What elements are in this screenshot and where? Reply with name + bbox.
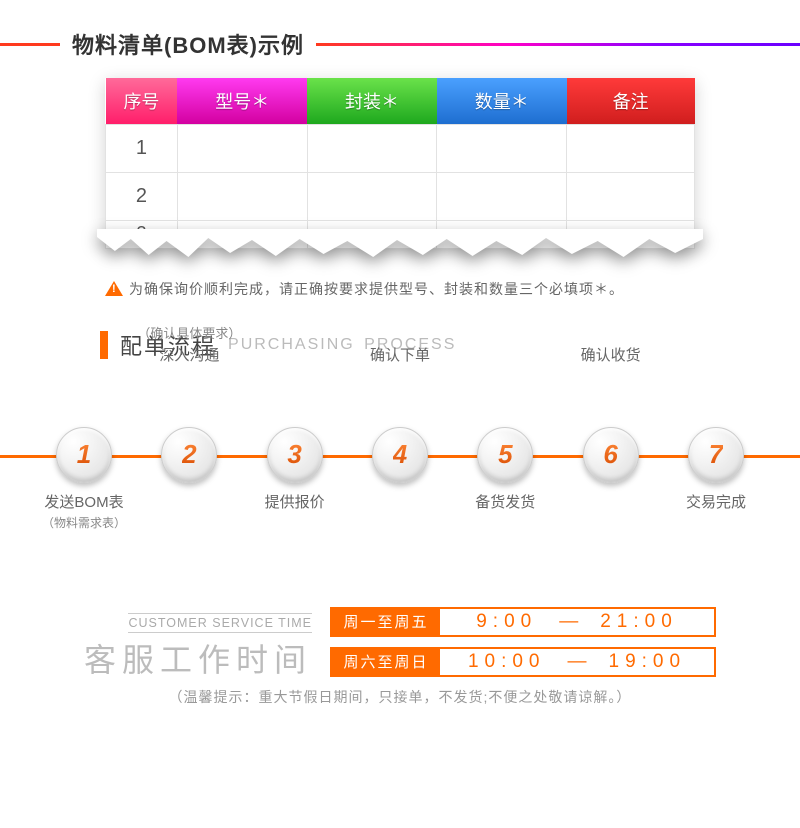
process-node: 2 bbox=[161, 427, 217, 483]
process-number: 4 bbox=[393, 439, 407, 470]
process-label-top: 确认下单 bbox=[370, 344, 430, 365]
process-node: 7 bbox=[688, 427, 744, 483]
process-number: 3 bbox=[287, 439, 301, 470]
process-number: 1 bbox=[77, 439, 91, 470]
service-title-block: CUSTOMER SERVICE TIME 客服工作时间 bbox=[84, 613, 312, 681]
warning-text: 为确保询价顺利完成，请正确按要求提供型号、封装和数量三个必填项＊。 bbox=[129, 279, 624, 299]
bom-table: 序号 型号＊ 封装＊ 数量＊ 备注 1 2 3 bbox=[105, 78, 695, 249]
process-number: 6 bbox=[603, 439, 617, 470]
service-row: 周六至周日10:00—19:00 bbox=[330, 647, 716, 677]
seq-cell: 2 bbox=[106, 172, 178, 220]
bom-header-row: 序号 型号＊ 封装＊ 数量＊ 备注 bbox=[106, 78, 695, 124]
process-label-bottom: 提供报价 bbox=[265, 491, 325, 512]
seq-cell: 3 bbox=[106, 220, 178, 248]
service-time: 9:00—21:00 bbox=[440, 609, 714, 635]
bom-col-remark: 备注 bbox=[567, 78, 695, 124]
table-row: 1 bbox=[106, 124, 695, 172]
service-note: （温馨提示：重大节假日期间，只接单，不发货;不便之处敬请谅解。） bbox=[84, 687, 716, 707]
bom-col-seq: 序号 bbox=[106, 78, 178, 124]
process-node: 4 bbox=[372, 427, 428, 483]
process-node: 1 bbox=[56, 427, 112, 483]
section1-header: 物料清单(BOM表)示例 bbox=[0, 28, 800, 60]
process-number: 5 bbox=[498, 439, 512, 470]
process-node: 5 bbox=[477, 427, 533, 483]
header-line-left bbox=[0, 43, 60, 46]
service-day-tag: 周六至周日 bbox=[332, 649, 440, 675]
process-node: 6 bbox=[583, 427, 639, 483]
service-title-cn: 客服工作时间 bbox=[84, 635, 312, 681]
seq-cell: 1 bbox=[106, 124, 178, 172]
header-line-right bbox=[316, 43, 800, 46]
service-time: 10:00—19:00 bbox=[440, 649, 714, 675]
service-rows: 周一至周五9:00—21:00周六至周日10:00—19:00 bbox=[330, 607, 716, 677]
service-title-en: CUSTOMER SERVICE TIME bbox=[128, 613, 312, 633]
bom-col-qty: 数量＊ bbox=[437, 78, 567, 124]
table-row: 2 bbox=[106, 172, 695, 220]
table-row: 3 bbox=[106, 220, 695, 248]
process-label-top: 确认收货 bbox=[581, 344, 641, 365]
bom-col-package: 封装＊ bbox=[307, 78, 437, 124]
service-section: CUSTOMER SERVICE TIME 客服工作时间 周一至周五9:00—2… bbox=[0, 607, 800, 707]
service-row: 周一至周五9:00—21:00 bbox=[330, 607, 716, 637]
process-label-bottom: 交易完成 bbox=[686, 491, 746, 512]
process-label-top: （确认具体要求）深入沟通 bbox=[137, 323, 241, 365]
section2-accent-bar bbox=[100, 331, 108, 359]
process-number: 2 bbox=[182, 439, 196, 470]
process-nodes: 1 2 3 4 5 6 7 bbox=[56, 427, 744, 483]
process-number: 7 bbox=[709, 439, 723, 470]
process-label-bottom: 发送BOM表（物料需求表） bbox=[42, 491, 126, 531]
bom-col-model: 型号＊ bbox=[177, 78, 307, 124]
bom-table-wrap: 序号 型号＊ 封装＊ 数量＊ 备注 1 2 3 bbox=[105, 78, 695, 249]
warning-row: 为确保询价顺利完成，请正确按要求提供型号、封装和数量三个必填项＊。 bbox=[105, 279, 695, 299]
process-label-bottom: 备货发货 bbox=[475, 491, 535, 512]
process-wrap: 1234567 发送BOM表（物料需求表）（确认具体要求）深入沟通提供报价确认下… bbox=[0, 427, 800, 517]
section1-title: 物料清单(BOM表)示例 bbox=[72, 28, 304, 60]
process-node: 3 bbox=[267, 427, 323, 483]
service-day-tag: 周一至周五 bbox=[332, 609, 440, 635]
warning-icon bbox=[105, 281, 123, 296]
